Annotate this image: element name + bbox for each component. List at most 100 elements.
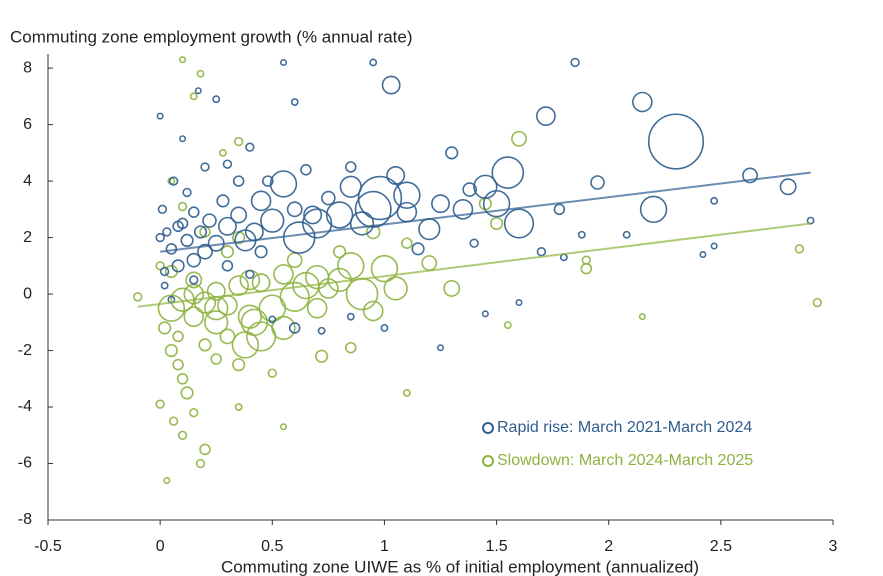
y-tick-label: 4 — [23, 172, 32, 189]
bubble — [260, 208, 285, 233]
bubble — [779, 178, 797, 196]
bubble — [179, 135, 187, 143]
bubble — [279, 281, 310, 312]
y-tick-label: 0 — [23, 285, 32, 302]
bubble — [155, 399, 165, 409]
bubble — [221, 260, 234, 272]
bubble — [164, 343, 178, 358]
x-tick-label: 0 — [156, 538, 165, 555]
y-tick-label: -6 — [18, 455, 32, 472]
bubble — [286, 201, 303, 218]
bubble — [349, 211, 375, 236]
bubble — [162, 227, 172, 237]
bubble — [155, 232, 165, 243]
bubble — [710, 196, 719, 205]
bubble — [180, 386, 194, 400]
bubble — [632, 91, 653, 113]
bubble — [478, 197, 492, 211]
bubble — [393, 181, 421, 209]
x-tick-label: 1.5 — [485, 538, 507, 555]
bubble — [381, 75, 401, 95]
bubble — [202, 213, 217, 228]
bubble — [158, 321, 172, 335]
bubble — [418, 217, 441, 241]
bubble — [189, 275, 199, 285]
bubble — [244, 222, 264, 242]
bubble — [580, 262, 593, 275]
bubble — [436, 344, 445, 352]
bubble — [239, 269, 261, 291]
legend-marker — [482, 422, 494, 434]
bubble — [317, 326, 326, 335]
bubble — [273, 263, 294, 285]
bubble — [250, 190, 272, 212]
bubble — [303, 205, 323, 225]
bubble — [622, 230, 631, 239]
bubble — [216, 194, 230, 208]
bubble — [380, 324, 389, 332]
bubble — [279, 58, 288, 66]
bubble — [570, 57, 580, 68]
bubble — [647, 113, 705, 170]
bubble — [482, 189, 511, 218]
trend-line — [160, 171, 811, 253]
bubble — [220, 245, 235, 259]
bubble — [411, 242, 425, 256]
y-tick-label: -4 — [18, 398, 32, 415]
bubble — [172, 358, 184, 371]
bubble — [345, 161, 357, 173]
bubble — [489, 216, 504, 231]
bubble — [168, 416, 179, 426]
bubble — [445, 146, 459, 160]
bubble — [383, 276, 408, 301]
bubble — [581, 255, 591, 265]
x-axis-label: Commuting zone UIWE as % of initial empl… — [221, 557, 699, 576]
legend-marker — [482, 455, 494, 467]
bubble — [337, 252, 365, 280]
bubble — [254, 245, 268, 259]
bubble — [198, 338, 212, 352]
x-tick-label: 3 — [829, 538, 838, 555]
bubble — [212, 95, 221, 104]
bubble — [200, 162, 210, 172]
bubble — [240, 308, 269, 337]
bubble — [469, 238, 479, 248]
bubble — [370, 254, 399, 283]
bubble — [233, 136, 244, 147]
y-tick-label: -8 — [18, 511, 32, 528]
bubble — [511, 130, 527, 147]
y-tick-label: 2 — [23, 229, 32, 246]
bubble — [245, 321, 277, 352]
bubble — [155, 261, 165, 271]
bubble — [171, 259, 185, 273]
bubble — [193, 225, 208, 239]
bubble — [217, 216, 237, 236]
bubble — [180, 233, 194, 248]
bubble — [553, 203, 566, 216]
bubble — [230, 206, 248, 224]
bubble — [639, 195, 668, 224]
bubble — [332, 245, 347, 259]
bubble — [163, 476, 171, 484]
bubble — [228, 275, 249, 296]
bubble — [185, 271, 203, 289]
legend-label: Rapid rise: March 2021-March 2024 — [497, 419, 752, 436]
bubble — [431, 194, 450, 214]
bubble — [401, 237, 413, 250]
bubble — [189, 407, 199, 418]
bubble — [339, 175, 362, 198]
bubble — [267, 368, 277, 378]
bubble — [199, 443, 211, 456]
bubble — [160, 281, 169, 290]
bubble — [234, 403, 243, 411]
bubble — [306, 297, 328, 319]
bubble — [232, 175, 245, 187]
legend-label: Slowdown: March 2024-March 2025 — [497, 452, 753, 469]
bubble — [177, 201, 188, 212]
bubble — [182, 187, 192, 198]
bubble — [515, 299, 523, 307]
bubble — [321, 190, 336, 206]
bubble — [325, 201, 354, 229]
bubble — [282, 221, 316, 254]
